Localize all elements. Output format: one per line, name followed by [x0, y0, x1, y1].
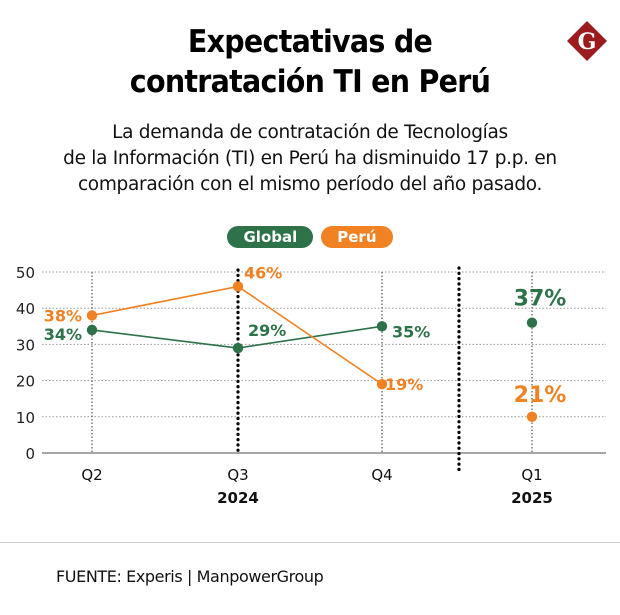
- chart-legend: Global Perú: [0, 226, 620, 248]
- data-label-global: 29%: [248, 321, 286, 340]
- data-point-peru: [526, 411, 538, 422]
- data-point-global: [526, 317, 538, 328]
- x-tick-label: Q2: [81, 466, 102, 484]
- data-label-global: 37%: [514, 287, 567, 312]
- data-point-peru: [86, 310, 98, 321]
- legend-item-peru: Perú: [321, 226, 393, 248]
- subtitle-line-2: de la Información (TI) en Perú ha dismin…: [63, 148, 557, 169]
- data-label-global: 34%: [44, 325, 82, 344]
- data-point-global: [376, 321, 388, 332]
- logo-letter: G: [578, 29, 597, 55]
- data-label-peru: 46%: [244, 263, 282, 282]
- title-line-1: Expectativas de: [187, 24, 433, 60]
- data-point-peru: [232, 281, 244, 292]
- title-line-2: contratación TI en Perú: [129, 64, 491, 100]
- data-label-peru: 38%: [44, 306, 82, 325]
- x-tick-label: Q4: [371, 466, 392, 484]
- brand-logo-icon: G: [567, 21, 607, 61]
- data-label-global: 35%: [392, 322, 430, 341]
- y-tick-label: 20: [16, 373, 35, 391]
- line-chart: 0 10 20 30 40 50 Q2 Q3 Q4 Q1 2024 2025 34% 29% 35% 37% 3…: [16, 263, 606, 507]
- data-label-peru: 19%: [385, 375, 423, 394]
- year-label: 2024: [217, 489, 259, 507]
- logo-diamond: [567, 21, 607, 61]
- y-tick-label: 50: [16, 264, 35, 282]
- subtitle-line-1: La demanda de contratación de Tecnología…: [112, 122, 508, 143]
- y-tick-label: 10: [16, 409, 35, 427]
- chart-title: Expectativas de contratación TI en Perú: [25, 22, 595, 102]
- source-note: FUENTE: Experis | ManpowerGroup: [56, 567, 324, 586]
- legend-item-global: Global: [227, 226, 314, 248]
- data-point-peru: [376, 379, 388, 390]
- year-label: 2025: [511, 489, 553, 507]
- y-tick-label: 40: [16, 300, 35, 318]
- data-label-peru: 21%: [514, 383, 567, 408]
- data-point-global: [232, 342, 244, 354]
- data-point-global: [86, 324, 98, 336]
- x-tick-label: Q1: [521, 466, 542, 484]
- y-tick-label: 30: [16, 336, 35, 354]
- y-tick-label: 0: [25, 445, 35, 463]
- x-tick-label: Q3: [227, 466, 248, 484]
- footer-divider: [0, 542, 620, 543]
- subtitle-line-3: comparación con el mismo período del año…: [77, 174, 543, 195]
- chart-subtitle: La demanda de contratación de Tecnología…: [0, 120, 620, 198]
